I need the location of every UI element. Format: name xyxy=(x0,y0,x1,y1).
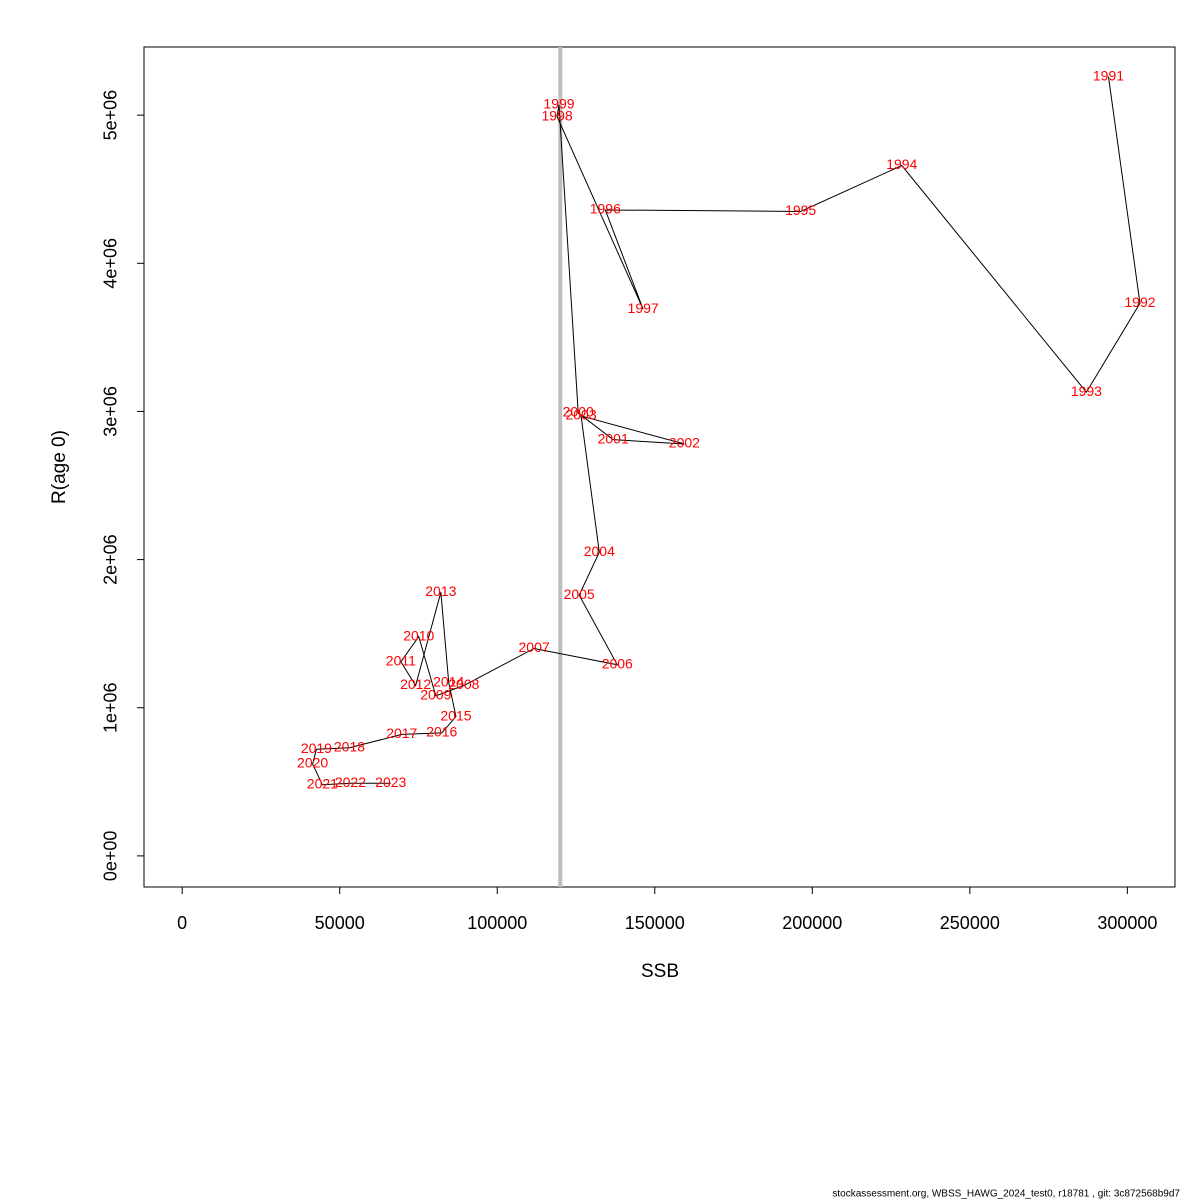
year-label: 2011 xyxy=(386,653,416,669)
year-label: 2001 xyxy=(598,430,629,446)
year-label: 1997 xyxy=(628,300,659,316)
x-tick-label: 200000 xyxy=(782,913,842,933)
y-tick-label: 5e+06 xyxy=(101,90,121,141)
year-label: 2006 xyxy=(602,655,633,671)
year-label: 2017 xyxy=(386,725,417,741)
year-label: 1998 xyxy=(542,107,573,123)
x-tick-label: 100000 xyxy=(467,913,527,933)
year-label: 2008 xyxy=(448,676,479,692)
year-label: 1994 xyxy=(886,156,917,172)
year-label: 2010 xyxy=(403,627,434,643)
year-label: 1991 xyxy=(1093,67,1124,83)
x-tick-label: 150000 xyxy=(625,913,685,933)
y-tick-label: 2e+06 xyxy=(101,534,121,585)
year-label: 2013 xyxy=(425,583,456,599)
y-tick-label: 1e+06 xyxy=(101,682,121,733)
year-label: 2015 xyxy=(440,707,471,723)
year-label: 2002 xyxy=(669,435,700,451)
year-label: 2018 xyxy=(334,738,365,754)
year-label: 1996 xyxy=(590,201,621,217)
year-label: 2007 xyxy=(519,639,550,655)
year-label: 1995 xyxy=(785,202,816,218)
year-label: 1992 xyxy=(1124,294,1155,310)
x-axis-title: SSB xyxy=(641,961,679,982)
trajectory-line xyxy=(312,76,1141,786)
year-label: 2020 xyxy=(297,755,328,771)
footer: stockassessment.org, WBSS_HAWG_2024_test… xyxy=(832,1189,1180,1200)
x-tick-label: 50000 xyxy=(315,913,365,933)
x-tick-label: 250000 xyxy=(940,913,1000,933)
y-tick-label: 4e+06 xyxy=(101,238,121,289)
x-tick-label: 300000 xyxy=(1097,913,1157,933)
year-label: 2003 xyxy=(565,407,596,423)
year-label: 1999 xyxy=(543,95,574,111)
year-label: 1993 xyxy=(1071,383,1102,399)
year-label: 2014 xyxy=(433,673,464,689)
year-label: 2021 xyxy=(307,775,338,791)
year-label: 2004 xyxy=(584,543,615,559)
y-tick-label: 0e+00 xyxy=(101,831,121,882)
year-label: 2009 xyxy=(420,687,451,703)
y-tick-label: 3e+06 xyxy=(101,386,121,437)
year-label: 2022 xyxy=(335,774,366,790)
year-label: 2023 xyxy=(375,774,406,790)
y-axis-title: R(age 0) xyxy=(49,430,70,504)
year-label: 2016 xyxy=(426,724,457,740)
year-label: 2012 xyxy=(400,676,431,692)
year-label: 2005 xyxy=(564,586,595,602)
year-label: 2000 xyxy=(563,404,594,420)
year-label: 2019 xyxy=(301,740,332,756)
x-tick-label: 0 xyxy=(177,913,187,933)
